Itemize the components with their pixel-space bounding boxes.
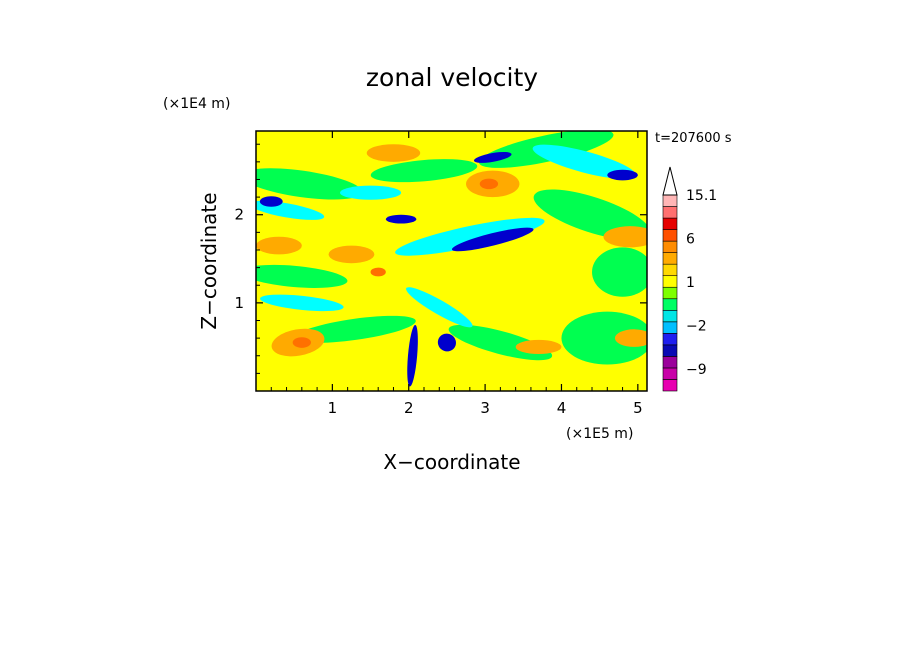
y-axis-ticks: 12 — [234, 143, 647, 374]
field-contour — [592, 247, 647, 297]
x-axis-label: X−coordinate — [383, 450, 520, 474]
x-tick-label: 4 — [557, 399, 567, 417]
x-unit-label: (×1E5 m) — [566, 426, 633, 442]
field-contour — [603, 226, 647, 248]
colorbar-swatch — [662, 298, 678, 311]
y-unit-label: (×1E4 m) — [163, 96, 230, 112]
field-blobs — [256, 131, 647, 387]
colorbar-swatch — [662, 252, 678, 265]
colorbar-swatch — [662, 286, 678, 300]
field-contour — [366, 144, 421, 162]
x-tick-label: 5 — [633, 399, 643, 417]
field-contour — [328, 245, 375, 264]
field-contour — [370, 267, 386, 277]
field-contour — [256, 236, 302, 255]
field-contour — [340, 185, 402, 200]
x-tick-label: 1 — [328, 399, 338, 417]
time-label: t=207600 s — [655, 131, 732, 146]
chart-title: zonal velocity — [366, 63, 538, 92]
colorbar-swatch — [662, 333, 678, 346]
field-contour — [515, 339, 562, 354]
field-contour — [292, 337, 311, 348]
colorbar-swatch — [662, 379, 678, 392]
colorbar: 15.1 6 1 −2 −9 — [662, 166, 717, 392]
colorbar-swatch — [662, 194, 678, 207]
colorbar-label: 15.1 — [686, 188, 717, 204]
colorbar-swatch — [662, 240, 678, 253]
field-contour — [437, 333, 456, 352]
field-contour — [451, 227, 534, 252]
field-contour — [256, 168, 363, 200]
field-contour — [479, 178, 499, 190]
field-contour — [614, 329, 647, 347]
field-contour — [259, 196, 283, 207]
colorbar-swatch — [662, 206, 678, 219]
field-contour — [561, 311, 647, 365]
field-contour — [406, 287, 473, 328]
heatmap-field — [256, 131, 647, 391]
colorbar-swatch — [662, 229, 678, 242]
colorbar-swatch — [662, 217, 678, 230]
x-tick-label: 2 — [404, 399, 414, 417]
colorbar-label: −9 — [686, 362, 707, 378]
field-contour — [256, 264, 348, 288]
x-tick-label: 3 — [480, 399, 490, 417]
colorbar-swatch — [662, 275, 678, 288]
field-contour — [607, 169, 638, 181]
colorbar-label: −2 — [686, 319, 707, 335]
colorbar-label: 1 — [686, 275, 695, 291]
field-contour — [395, 217, 545, 256]
colorbar-label: 6 — [686, 232, 695, 248]
colorbar-swatch — [662, 344, 678, 357]
colorbar-swatch — [662, 263, 678, 277]
field-contour — [260, 294, 344, 312]
field-contour — [473, 151, 512, 163]
field-contour — [532, 144, 637, 180]
colorbar-swatch — [662, 367, 678, 380]
y-tick-label: 1 — [234, 294, 244, 312]
colorbar-extension-arrow — [662, 166, 678, 196]
field-contour — [294, 315, 416, 343]
y-axis-label: Z−coordinate — [197, 192, 221, 329]
field-contour — [370, 159, 478, 183]
field-contour — [385, 214, 417, 224]
y-tick-label: 2 — [234, 206, 244, 224]
field-contour — [407, 325, 418, 387]
colorbar-swatch — [662, 321, 678, 334]
x-axis-ticks: 1 2 3 4 5 — [270, 131, 643, 417]
plot-frame — [255, 130, 648, 392]
colorbar-swatch — [662, 309, 678, 323]
colorbar-swatch — [662, 356, 678, 369]
